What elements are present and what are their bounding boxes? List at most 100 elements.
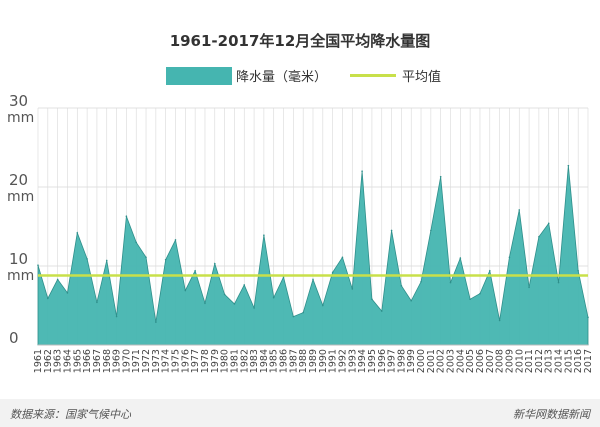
precipitation-point [390, 229, 393, 232]
x-tick-label: 1972 [141, 349, 152, 373]
chart-title: 1961-2017年12月全国平均降水量图 [169, 32, 431, 50]
precipitation-point [577, 269, 579, 272]
precipitation-point [37, 264, 39, 267]
x-tick-label: 1986 [279, 349, 290, 373]
precipitation-point [125, 215, 128, 218]
precipitation-point [479, 292, 481, 295]
legend-item-average: 平均值 [350, 66, 441, 85]
precipitation-point [302, 311, 304, 314]
footer-brand: 新华网数据新闻 [513, 408, 590, 421]
x-tick-label: 1991 [328, 349, 339, 373]
x-tick-label: 1980 [220, 349, 231, 373]
legend-item-precipitation: 降水量（毫米） [166, 66, 327, 85]
y-tick-label: 20 [9, 171, 28, 189]
x-tick-label: 1962 [43, 349, 54, 373]
precipitation-point [56, 278, 59, 281]
precipitation-point [115, 315, 118, 318]
precipitation-point [174, 239, 177, 241]
precipitation-point [469, 298, 471, 300]
x-tick-label: 1964 [62, 349, 73, 373]
precipitation-point [498, 319, 501, 322]
x-tick-label: 1998 [396, 349, 407, 373]
x-tick-label: 2012 [534, 349, 545, 373]
precipitation-point [155, 321, 157, 323]
precipitation-point [66, 292, 69, 294]
x-tick-label: 1978 [200, 349, 211, 373]
legend-label-precipitation: 降水量（毫米） [236, 70, 328, 85]
x-tick-label: 1995 [367, 349, 378, 373]
legend: 降水量（毫米） 平均值 [0, 66, 600, 90]
precipitation-point [47, 297, 49, 300]
x-tick-label: 1990 [318, 349, 329, 373]
precipitation-point [322, 304, 324, 307]
precipitation-point [105, 259, 108, 262]
precipitation-point [164, 258, 167, 261]
y-tick-unit: mm [7, 268, 34, 284]
x-tick-label: 1994 [357, 349, 368, 373]
x-tick-label: 1996 [377, 349, 388, 373]
precipitation-point [184, 289, 187, 292]
x-tick-label: 2002 [436, 349, 447, 373]
x-tick-label: 1976 [180, 349, 191, 373]
x-tick-label: 2007 [485, 349, 496, 373]
x-tick-label: 2016 [573, 349, 584, 373]
x-tick-label: 1989 [308, 349, 319, 373]
precipitation-point [233, 303, 236, 305]
x-tick-label: 2010 [514, 349, 525, 373]
x-tick-label: 1992 [337, 349, 348, 373]
x-tick-label: 1984 [259, 349, 270, 373]
x-tick-label: 2001 [426, 349, 437, 373]
precipitation-point [380, 310, 383, 312]
x-tick-label: 1999 [406, 349, 417, 373]
x-tick-label: 1983 [249, 349, 260, 373]
x-tick-label: 1968 [102, 349, 113, 373]
precipitation-point [292, 315, 295, 318]
x-tick-label: 1988 [298, 349, 309, 373]
precipitation-point [223, 293, 226, 296]
x-tick-label: 2011 [524, 349, 535, 373]
precipitation-point [76, 232, 79, 234]
x-tick-label: 1982 [239, 349, 250, 373]
precipitation-point [145, 256, 147, 259]
x-tick-label: 1993 [347, 349, 358, 373]
precipitation-point [557, 281, 560, 284]
precipitation-point [410, 299, 413, 302]
y-tick-label: 0 [9, 329, 19, 347]
x-tick-label: 2015 [563, 349, 574, 373]
x-tick-label: 2004 [455, 349, 466, 373]
precipitation-point [351, 288, 354, 290]
precipitation-point [243, 284, 246, 286]
y-tick-unit: mm [7, 110, 34, 126]
footer-source: 数据来源：国家气候中心 [10, 408, 131, 421]
x-tick-label: 2006 [475, 349, 486, 373]
precipitation-point [439, 175, 442, 178]
x-tick-label: 1965 [72, 349, 83, 373]
precipitation-point [547, 222, 550, 225]
x-tick-label: 1961 [33, 349, 44, 373]
precipitation-point [361, 170, 363, 172]
precipitation-point [253, 307, 255, 309]
precipitation-point [194, 269, 196, 272]
legend-label-average: 平均值 [402, 70, 442, 85]
x-tick-label: 1969 [112, 349, 123, 373]
precipitation-point [528, 286, 530, 289]
x-tick-label: 1966 [82, 349, 93, 373]
x-tick-label: 1975 [171, 349, 182, 373]
precipitation-point [508, 256, 511, 259]
x-tick-label: 1985 [269, 349, 280, 373]
precipitation-point [86, 258, 88, 260]
x-tick-label: 1974 [161, 349, 172, 373]
precipitation-point [459, 257, 462, 259]
precipitation-point [371, 298, 373, 300]
precipitation-point [96, 301, 98, 304]
x-tick-label: 1977 [190, 349, 201, 373]
precipitation-point [312, 278, 314, 281]
chart-area: 30mm20mm10mm0196119621963196419651966196… [7, 92, 594, 373]
x-tick-label: 2014 [554, 349, 565, 373]
precipitation-point [449, 281, 452, 284]
precipitation-point [400, 284, 403, 287]
x-tick-label: 1967 [92, 349, 103, 373]
legend-line-average [350, 74, 396, 77]
x-tick-label: 2017 [583, 349, 594, 373]
series-precipitation-area [37, 165, 589, 346]
